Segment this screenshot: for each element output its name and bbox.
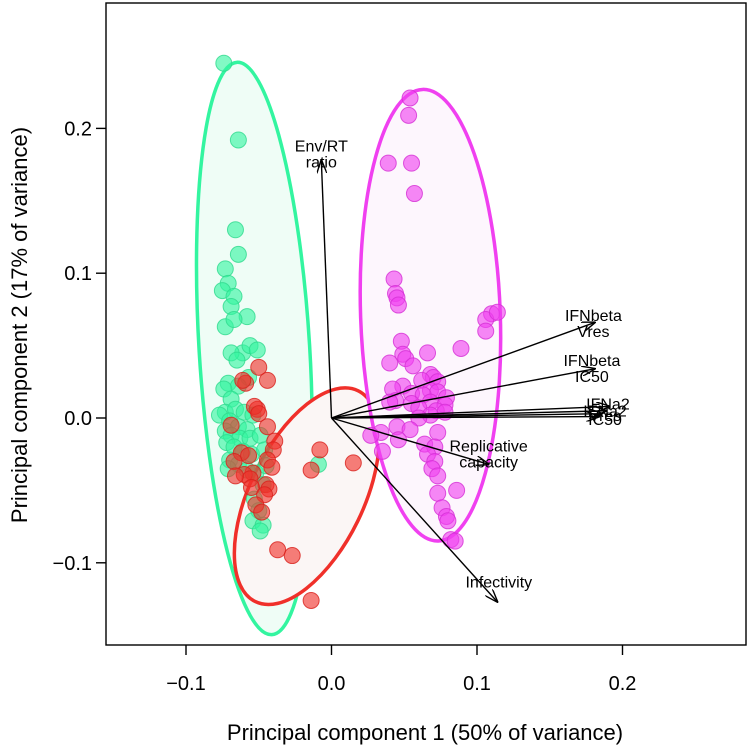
point-green (248, 341, 266, 359)
y-tick-label: 0.1 (64, 263, 92, 285)
y-tick-label: 0.0 (64, 408, 92, 430)
point-magenta (477, 322, 495, 340)
point-red (240, 447, 258, 465)
point-magenta (404, 357, 422, 375)
point-magenta (488, 303, 506, 321)
point-magenta (401, 421, 419, 439)
loading-arrow (330, 417, 498, 602)
loading-arrow (321, 160, 333, 419)
point-magenta (405, 185, 423, 203)
data-points (210, 54, 506, 609)
point-green (229, 131, 247, 149)
point-red (258, 418, 276, 436)
point-magenta (429, 423, 447, 441)
loading-arrow (331, 322, 595, 419)
loading-arrow (331, 417, 489, 464)
point-green (226, 221, 244, 239)
point-magenta (389, 296, 407, 314)
loading-arrow (331, 369, 595, 419)
y-tick-label: 0.2 (64, 118, 92, 140)
point-red (283, 547, 301, 565)
plot-frame (105, 2, 747, 646)
point-magenta (429, 484, 447, 502)
point-green (215, 54, 233, 72)
point-red (344, 454, 362, 472)
point-magenta (403, 154, 421, 172)
point-red (263, 458, 281, 476)
point-red (269, 541, 287, 559)
point-magenta (385, 270, 403, 288)
point-red (250, 405, 268, 423)
x-tick-label: 0.2 (609, 673, 637, 695)
point-green (216, 260, 234, 278)
point-red (226, 467, 244, 485)
point-red (258, 371, 276, 389)
y-axis-label: Principal component 2 (17% of variance) (7, 127, 32, 523)
loading-arrow (331, 406, 610, 419)
y-axis-ticks: −0.1 0.0 0.1 0.2 (53, 118, 106, 575)
point-magenta (379, 154, 397, 172)
point-magenta (401, 89, 419, 107)
x-tick-label: 0.1 (463, 673, 491, 695)
point-magenta (429, 467, 447, 485)
x-tick-label: −0.1 (166, 673, 205, 695)
point-red (302, 461, 320, 479)
loading-arrow (331, 417, 600, 418)
loading-arrow-label: IFNbeta IC50 (563, 353, 620, 386)
x-tick-label: 0.0 (318, 673, 346, 695)
point-magenta (381, 354, 399, 372)
point-magenta (439, 512, 457, 530)
point-red (253, 503, 271, 521)
loading-arrow-label: Infectivity (465, 574, 532, 591)
point-magenta (373, 442, 391, 460)
point-magenta (448, 481, 466, 499)
x-axis-label: Principal component 1 (50% of variance) (227, 720, 623, 745)
point-magenta (452, 339, 470, 357)
x-axis-ticks: −0.1 0.0 0.1 0.2 (166, 645, 636, 695)
point-magenta (400, 106, 418, 124)
point-red (242, 479, 260, 497)
point-red (311, 441, 329, 459)
point-green (229, 245, 247, 263)
point-red (302, 591, 320, 609)
point-green (251, 522, 269, 540)
point-red (250, 358, 268, 376)
point-green (228, 351, 246, 369)
point-magenta (446, 532, 464, 550)
loading-arrow-label: IFNbeta Vres (565, 308, 622, 341)
point-red (225, 452, 243, 470)
loading-arrow-label: IC50 (588, 412, 622, 429)
loading-arrow-label: Env/RT ratio (295, 139, 348, 172)
loading-arrow-label: Replicative capacity (450, 438, 528, 471)
point-magenta (419, 344, 437, 362)
point-green (225, 311, 243, 329)
point-red (234, 371, 252, 389)
point-red (222, 416, 240, 434)
y-tick-label: −0.1 (53, 553, 92, 575)
